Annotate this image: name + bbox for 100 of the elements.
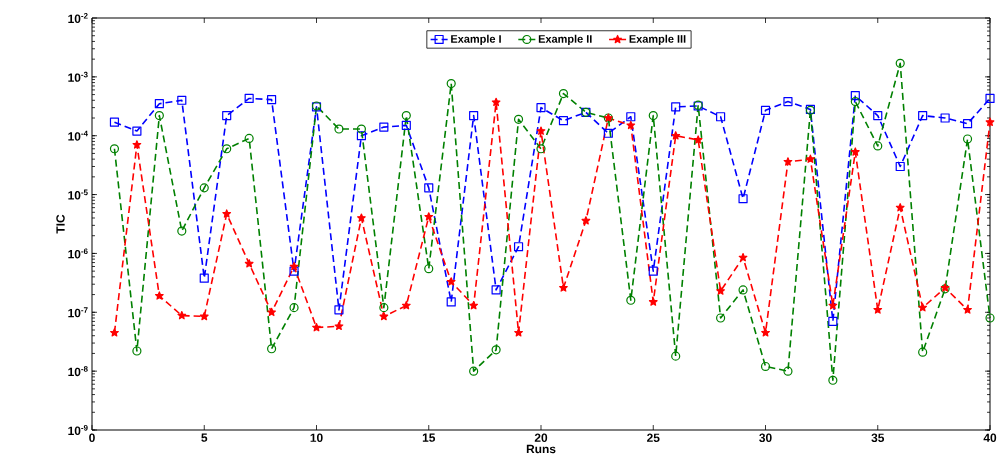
x-axis-title: Runs [526, 444, 556, 454]
point [222, 110, 232, 121]
point [267, 95, 277, 105]
point [738, 285, 748, 295]
point [132, 126, 142, 136]
point [626, 120, 636, 130]
point [334, 124, 344, 134]
point [716, 112, 726, 122]
point [648, 297, 658, 306]
point [513, 114, 524, 124]
y-tick-label: 10$^{-7}$ [68, 307, 88, 318]
x-tick-label: 5 [201, 433, 208, 442]
point [716, 286, 725, 295]
point [895, 58, 905, 68]
point [738, 194, 748, 204]
y-tick-label: 10$^{-3}$ [68, 71, 88, 82]
point [536, 103, 546, 113]
point [401, 301, 411, 310]
point [985, 313, 995, 323]
y-tick-label: 10$^{-8}$ [68, 366, 88, 377]
point [469, 301, 479, 310]
x-tick-label: 15 [422, 433, 436, 442]
point [850, 97, 860, 107]
point [154, 291, 164, 300]
point [985, 117, 995, 126]
x-tick-label: 0 [89, 433, 95, 442]
point [446, 277, 456, 286]
point [446, 297, 456, 307]
point [132, 140, 142, 149]
point [357, 213, 366, 222]
point [154, 99, 164, 109]
y-tick-label: 10$^{-9}$ [68, 425, 88, 436]
point [648, 266, 658, 276]
point [379, 122, 389, 132]
y-tick-label: 10$^{-5}$ [68, 189, 88, 200]
point [918, 347, 928, 357]
point [267, 344, 277, 354]
point [603, 128, 613, 138]
point [558, 88, 569, 99]
point [895, 161, 905, 172]
point [379, 311, 389, 321]
point [760, 105, 771, 115]
point [985, 93, 995, 104]
point [110, 328, 119, 337]
y-tick-label: 10$^{-4}$ [68, 130, 88, 141]
point [895, 203, 905, 212]
point [199, 311, 209, 321]
point [334, 305, 344, 315]
x-tick-label: 10 [310, 433, 323, 442]
point [626, 295, 636, 305]
point [962, 119, 973, 129]
point [671, 102, 681, 112]
point [671, 131, 681, 140]
point [873, 141, 883, 151]
x-tick-label: 40 [983, 433, 997, 442]
point [491, 97, 501, 107]
x-tick-label: 35 [871, 433, 885, 443]
point [401, 110, 411, 121]
point [648, 110, 658, 121]
point [469, 366, 479, 376]
point [469, 110, 479, 121]
point [132, 346, 142, 356]
point [177, 95, 187, 105]
legend-label: Example III [629, 34, 686, 45]
point [828, 375, 838, 385]
point [738, 253, 748, 262]
x-tick-label: 30 [759, 433, 772, 443]
point [312, 322, 321, 332]
point [289, 303, 299, 313]
y-tick-label: 10$^{-2}$ [68, 12, 88, 23]
point [109, 144, 120, 154]
point [761, 328, 770, 337]
point [940, 113, 950, 123]
point [491, 345, 501, 355]
point [918, 303, 928, 312]
point [424, 212, 434, 221]
point [177, 226, 187, 236]
point [850, 147, 860, 156]
point [873, 110, 883, 121]
point [873, 305, 883, 314]
point [289, 261, 299, 271]
point [401, 120, 411, 130]
point [783, 366, 793, 376]
point [581, 216, 591, 225]
point [536, 126, 546, 135]
point [334, 321, 344, 331]
point [244, 259, 254, 268]
point [356, 124, 366, 134]
point [850, 91, 860, 101]
y-tick-label: 10$^{-6}$ [68, 248, 88, 259]
point [760, 361, 771, 372]
point [289, 266, 299, 276]
point [199, 273, 209, 283]
point [962, 134, 973, 144]
point [244, 93, 254, 104]
point [536, 144, 546, 154]
point [828, 316, 838, 326]
point [514, 328, 523, 337]
point [963, 305, 972, 314]
point [244, 133, 254, 143]
